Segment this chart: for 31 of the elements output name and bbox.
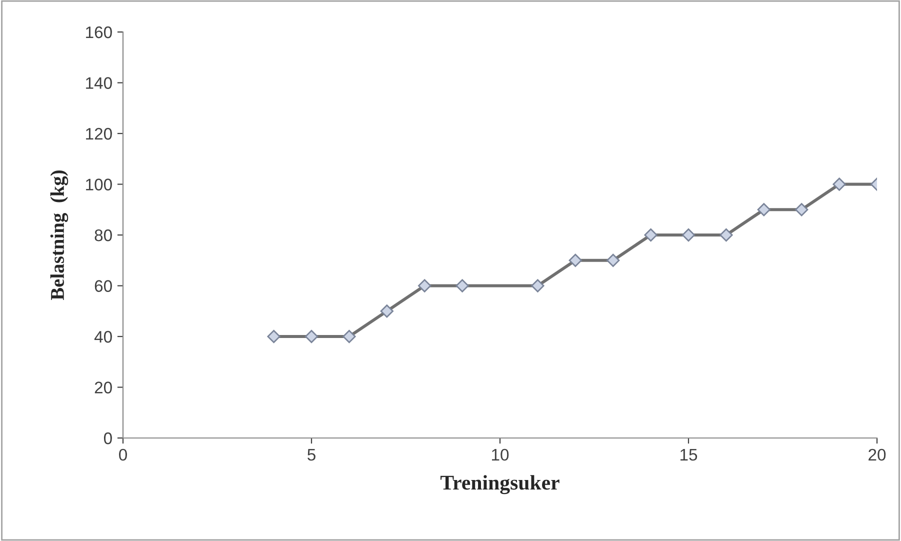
point [267,330,280,344]
point [418,279,432,292]
point [606,254,620,267]
point [456,279,469,292]
y-tick-label: 60 [94,280,112,292]
y-tick-label: 120 [86,128,112,140]
point [644,228,658,242]
point [795,203,808,216]
x-tick-label: 20 [868,448,886,461]
y-tick-label: 0 [104,432,112,444]
point [832,178,846,191]
point [531,279,544,292]
x-tick-label: 5 [308,449,316,461]
point [304,330,318,344]
point [568,254,582,267]
x-tick-label: 15 [680,449,698,461]
y-tick-label: 40 [94,330,112,343]
point [757,203,770,216]
point [720,228,733,242]
x-tick-label: 10 [492,448,509,461]
point [682,228,696,242]
y-axis-title: Belastning (kg) [50,170,68,300]
y-tick-label: 20 [94,382,112,394]
y-tick-label: 100 [86,178,112,190]
y-tick-label: 80 [94,229,112,242]
x-tick-label: 0 [119,448,127,461]
point [380,304,394,318]
y-tick-label: 140 [86,77,112,89]
x-axis-title: Treningsuker [440,475,560,494]
y-tick-label: 160 [86,26,112,38]
point [342,330,356,344]
